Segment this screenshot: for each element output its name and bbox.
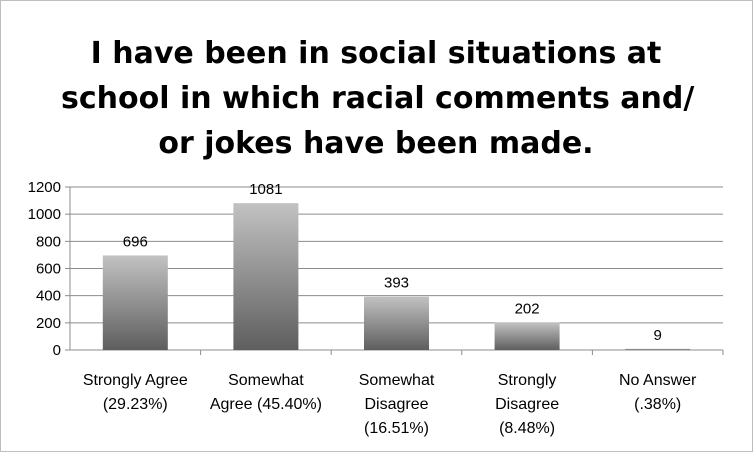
bar — [494, 322, 560, 350]
x-category-label: Somewhat — [228, 372, 304, 389]
chart-title: I have been in social situations at scho… — [61, 31, 695, 166]
bar — [102, 255, 168, 350]
x-category-label: (.38%) — [634, 396, 681, 413]
y-tick-label: 200 — [36, 315, 61, 332]
data-label: 202 — [515, 301, 540, 318]
bar — [364, 296, 429, 350]
x-category-label: Disagree — [495, 396, 559, 413]
x-category-label: Strongly — [498, 372, 557, 389]
x-category-label: (8.48%) — [499, 420, 555, 437]
x-category-label: Strongly Agree — [83, 372, 188, 389]
data-label: 393 — [384, 275, 409, 292]
bar — [625, 348, 691, 350]
chart-title-line: I have been in social situations at — [90, 36, 662, 71]
data-label: 696 — [123, 233, 148, 250]
y-tick-label: 600 — [36, 261, 61, 278]
x-category-label: No Answer — [619, 372, 697, 389]
x-category-label: Disagree — [364, 396, 428, 413]
y-tick-label: 0 — [53, 342, 61, 359]
data-label: 1081 — [249, 181, 282, 198]
chart-title-line: or jokes have been made. — [158, 126, 594, 161]
y-tick-label: 800 — [36, 233, 61, 250]
chart-title-line: school in which racial comments and/ — [61, 81, 695, 116]
x-category-label: (16.51%) — [364, 420, 429, 437]
x-category-label: (29.23%) — [103, 396, 168, 413]
y-tick-label: 400 — [36, 288, 61, 305]
x-category-label: Somewhat — [359, 372, 435, 389]
x-category-label: Agree (45.40%) — [210, 396, 322, 413]
y-tick-label: 1200 — [28, 179, 61, 196]
y-tick-label: 1000 — [28, 206, 61, 223]
bar — [233, 203, 299, 350]
data-label: 9 — [654, 327, 662, 344]
